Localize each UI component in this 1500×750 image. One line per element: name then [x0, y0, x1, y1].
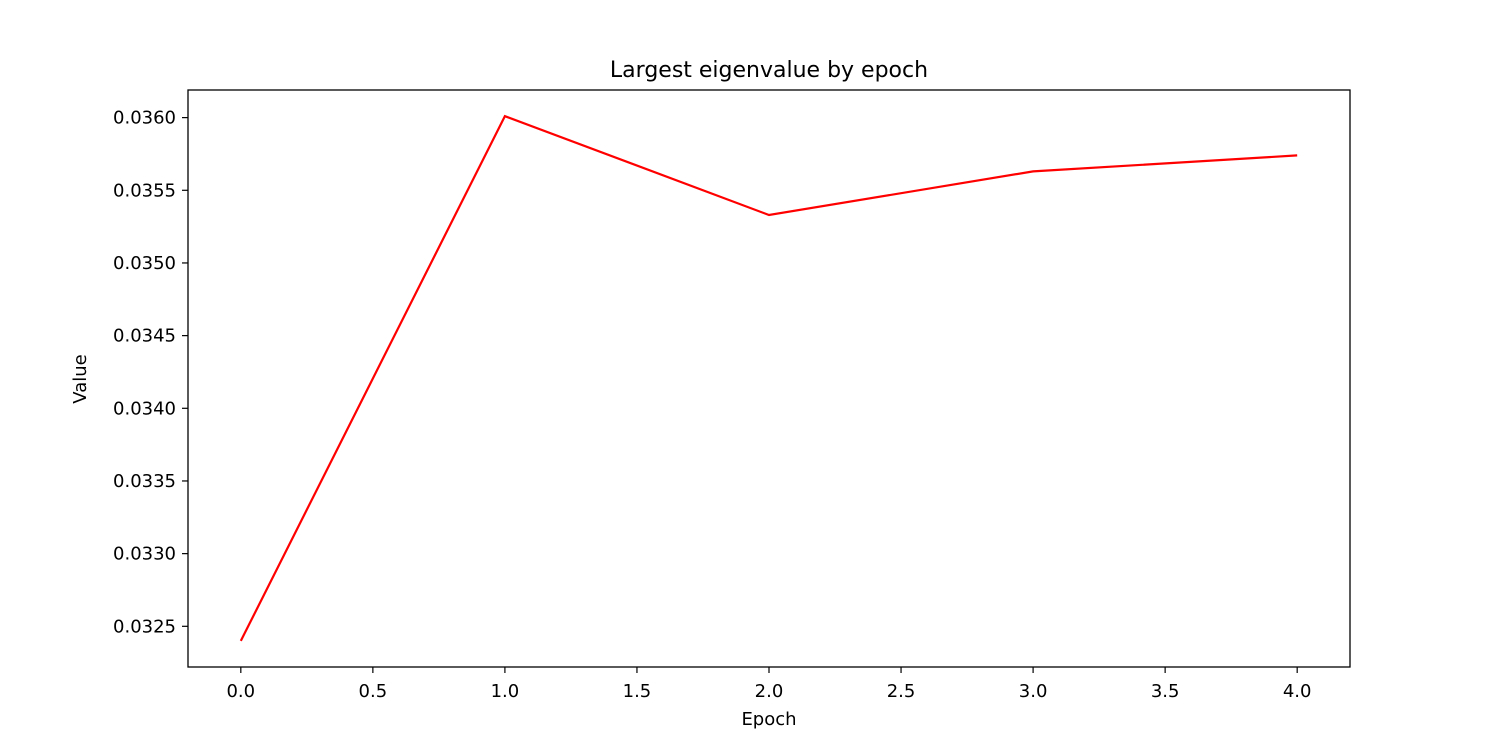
- y-tick-label: 0.0350: [113, 253, 176, 274]
- x-tick-label: 2.5: [887, 681, 916, 702]
- x-tick-label: 1.0: [491, 681, 520, 702]
- y-tick-label: 0.0360: [113, 108, 176, 129]
- x-tick-label: 2.0: [755, 681, 784, 702]
- plot-frame: [187, 89, 1351, 668]
- chart-title: Largest eigenvalue by epoch: [610, 58, 928, 83]
- y-tick-label: 0.0355: [113, 180, 176, 201]
- y-tick-label: 0.0325: [113, 616, 176, 637]
- y-tick-label: 0.0345: [113, 326, 176, 347]
- x-axis: 0.0 0.5 1.0 1.5 2.0 2.5 3.0 3.5 4.0: [226, 667, 1312, 702]
- y-axis-label: Value: [70, 354, 91, 403]
- series-line-0: [239, 114, 1298, 642]
- x-tick-label: 0.0: [226, 681, 255, 702]
- y-tick-label: 0.0340: [113, 398, 176, 419]
- plot-area: [187, 89, 1351, 668]
- x-tick-label: 3.5: [1151, 681, 1180, 702]
- y-tick-label: 0.0335: [113, 471, 176, 492]
- x-tick-label: 3.0: [1019, 681, 1048, 702]
- x-tick-label: 4.0: [1283, 681, 1312, 702]
- y-tick-label: 0.0330: [113, 544, 176, 565]
- x-axis-label: Epoch: [741, 709, 796, 730]
- y-axis: 0.0325 0.0330 0.0335 0.0340 0.0345 0.0350 0.03…: [113, 108, 188, 637]
- x-tick-label: 0.5: [359, 681, 388, 702]
- x-tick-label: 1.5: [623, 681, 652, 702]
